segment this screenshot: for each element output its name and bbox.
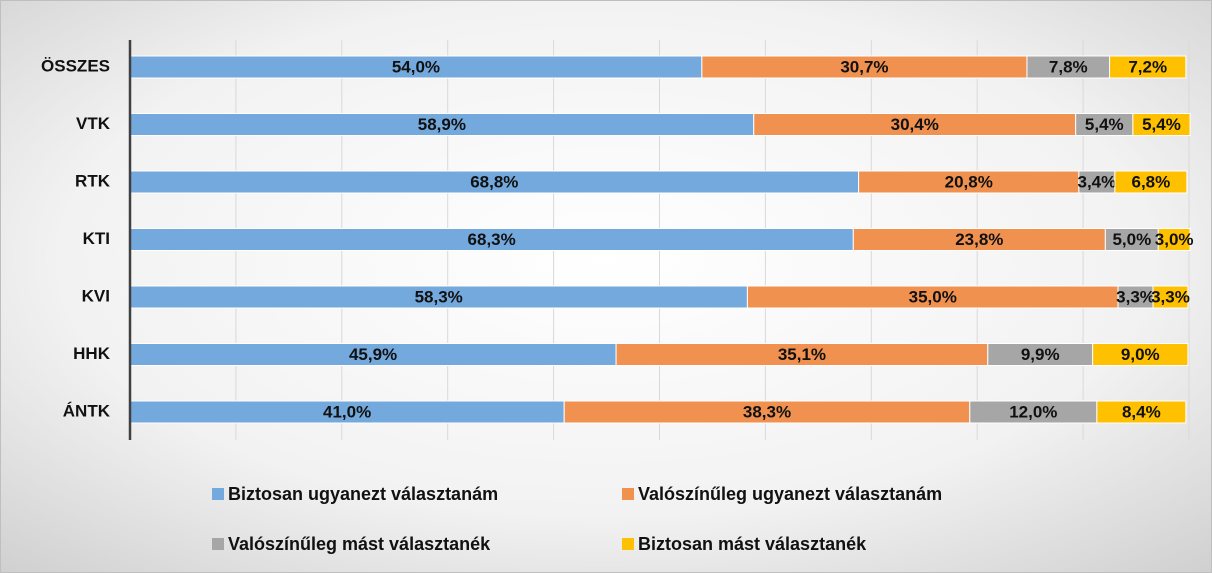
value-label: 9,9%: [1021, 345, 1060, 364]
legend-swatch: [212, 488, 224, 500]
value-label: 41,0%: [323, 402, 371, 421]
category-label: ÖSSZES: [41, 56, 110, 75]
value-label: 45,9%: [349, 345, 397, 364]
value-label: 3,3%: [1116, 287, 1155, 306]
value-label: 6,8%: [1132, 172, 1171, 191]
value-label: 30,4%: [891, 115, 939, 134]
bar-segment: [1157, 228, 1191, 251]
value-label: 3,3%: [1151, 287, 1190, 306]
bar-segment: [1114, 170, 1188, 194]
value-label: 68,3%: [468, 230, 516, 249]
legend-label: Valószínűleg mást választanék: [228, 534, 491, 554]
value-label: 20,8%: [945, 172, 993, 191]
value-label: 35,1%: [778, 345, 826, 364]
value-label: 58,3%: [415, 287, 463, 306]
category-label: RTK: [75, 171, 111, 190]
value-label: 5,4%: [1085, 115, 1124, 134]
bar-segment: [1092, 343, 1189, 366]
value-label: 68,8%: [470, 172, 518, 191]
category-label: HHK: [73, 344, 111, 363]
value-label: 58,9%: [418, 115, 466, 134]
bar-segment: [1109, 55, 1187, 79]
value-label: 12,0%: [1009, 402, 1057, 421]
legend-label: Biztosan ugyanezt választanám: [228, 484, 498, 504]
legend-swatch: [212, 538, 224, 550]
category-label: KVI: [82, 286, 110, 305]
legend-label: Biztosan mást választanék: [638, 534, 867, 554]
value-label: 54,0%: [392, 57, 440, 76]
legend-swatch: [622, 538, 634, 550]
value-label: 5,4%: [1142, 115, 1181, 134]
bar-segment: [1096, 400, 1187, 424]
value-label: 8,4%: [1122, 402, 1161, 421]
value-label: 5,0%: [1112, 230, 1151, 249]
value-label: 3,0%: [1155, 230, 1194, 249]
value-label: 35,0%: [909, 287, 957, 306]
value-label: 3,4%: [1077, 172, 1116, 191]
bar-segment: [1152, 285, 1189, 309]
value-label: 7,8%: [1049, 57, 1088, 76]
value-label: 38,3%: [743, 402, 791, 421]
category-label: KTI: [83, 229, 110, 248]
category-label: VTK: [76, 114, 111, 133]
legend-label: Valószínűleg ugyanezt választanám: [638, 484, 942, 504]
value-label: 9,0%: [1121, 345, 1160, 364]
category-label: ÁNTK: [63, 401, 111, 420]
value-label: 23,8%: [955, 230, 1003, 249]
value-label: 7,2%: [1128, 57, 1167, 76]
bar-segment: [1132, 113, 1191, 136]
value-label: 30,7%: [840, 57, 888, 76]
legend-swatch: [622, 488, 634, 500]
